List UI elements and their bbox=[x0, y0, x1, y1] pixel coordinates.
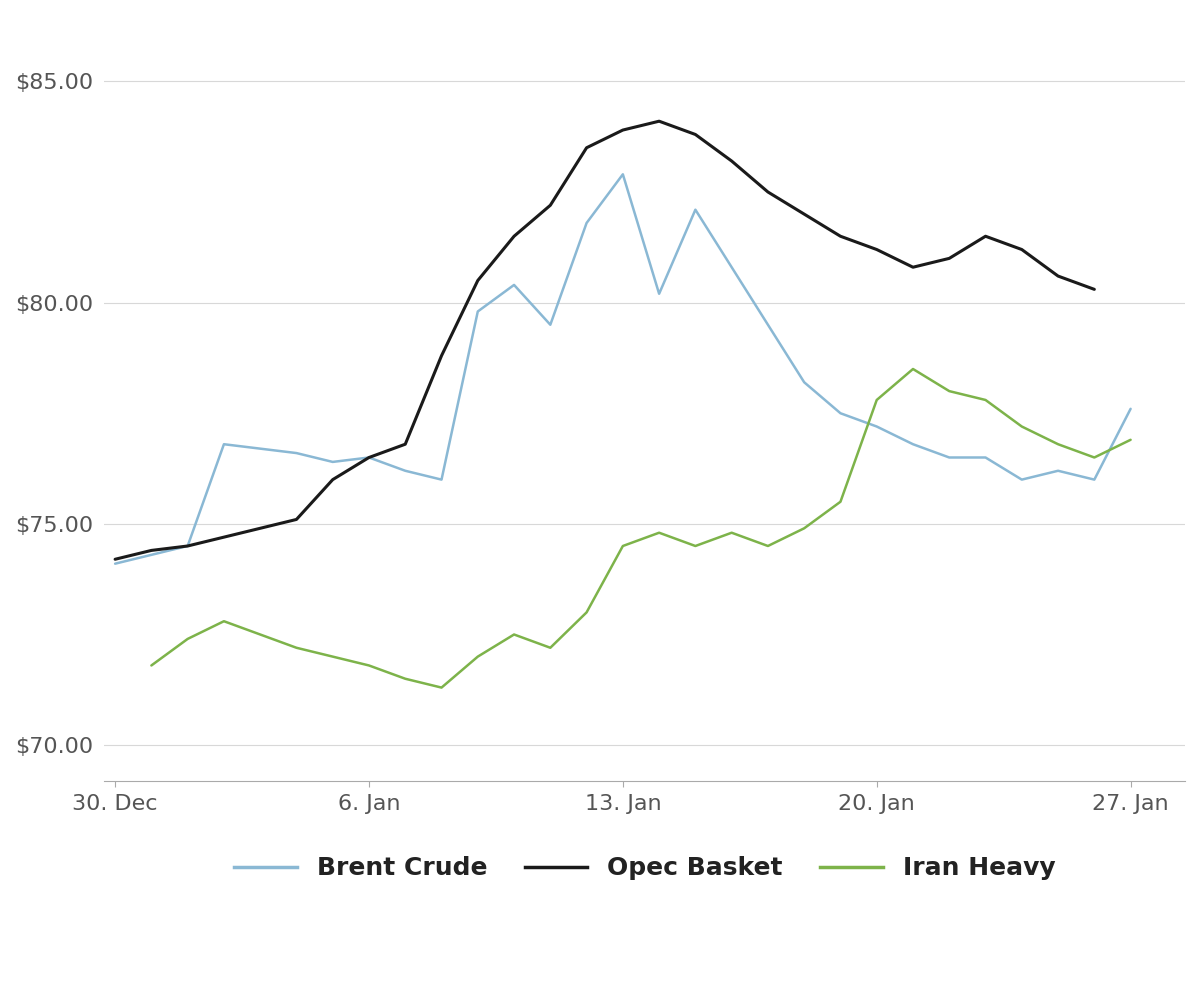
Legend: Brent Crude, Opec Basket, Iran Heavy: Brent Crude, Opec Basket, Iran Heavy bbox=[224, 847, 1066, 890]
